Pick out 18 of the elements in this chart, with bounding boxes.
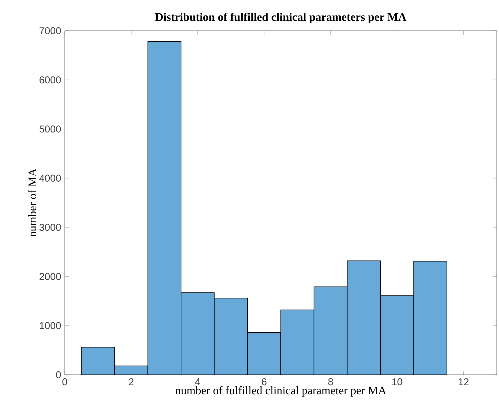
x-tick-label: 8 — [328, 378, 334, 386]
y-tick-label: 3000 — [40, 224, 62, 232]
y-tick-label: 4000 — [40, 174, 62, 182]
y-tick-label: 6000 — [40, 76, 62, 84]
y-tick-label: 1000 — [40, 322, 62, 330]
x-axis-title: number of fulfilled clinical parameter per MA — [176, 386, 387, 397]
x-tick-label: 2 — [129, 378, 134, 386]
x-tick-label: 6 — [262, 378, 267, 386]
y-tick-label: 5000 — [40, 126, 62, 133]
x-tick-label: 0 — [62, 378, 68, 386]
y-axis-title: number of MA — [28, 168, 36, 238]
chart-title: Distribution of fulfilled clinical parameters per MA — [156, 12, 407, 24]
y-tick-label: 0 — [56, 371, 62, 379]
x-tick-label: 10 — [392, 378, 402, 386]
y-tick-label: 2000 — [40, 273, 62, 280]
x-tick-label: 4 — [195, 378, 200, 386]
x-tick-label: 12 — [459, 378, 469, 386]
y-tick-label: 7000 — [40, 27, 62, 35]
